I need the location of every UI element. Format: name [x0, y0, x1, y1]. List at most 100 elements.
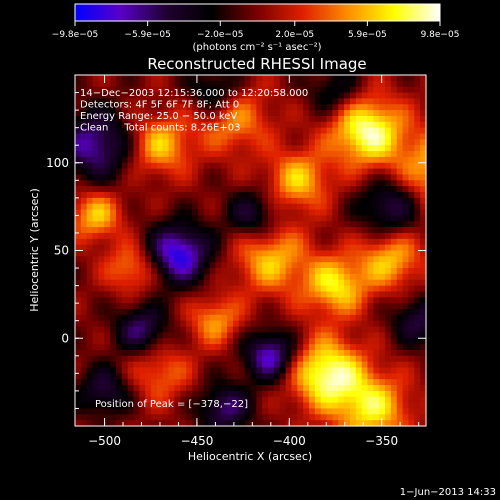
- heatmap-cell: [338, 209, 345, 216]
- heatmap-cell: [373, 209, 380, 216]
- heatmap-cell: [338, 197, 345, 205]
- heatmap-cell: [297, 326, 304, 333]
- heatmap-cell: [291, 361, 298, 369]
- heatmap-cell: [162, 420, 170, 427]
- heatmap-cell: [303, 414, 310, 421]
- x-axis-label: Heliocentric X (arcsec): [188, 450, 312, 463]
- heatmap-cell: [338, 75, 345, 82]
- heatmap-cell: [209, 110, 216, 117]
- heatmap-cell: [355, 355, 363, 363]
- heatmap-cell: [373, 420, 380, 427]
- heatmap-cell: [98, 326, 105, 333]
- heatmap-cell: [174, 297, 181, 304]
- heatmap-cell: [180, 104, 187, 111]
- heatmap-cell: [385, 361, 392, 369]
- heatmap-cell: [186, 215, 193, 222]
- heatmap-cell: [285, 110, 293, 117]
- heatmap-cell: [227, 367, 234, 374]
- heatmap-cell: [414, 203, 421, 211]
- heatmap-cell: [268, 162, 275, 170]
- heatmap-cell: [262, 285, 269, 293]
- heatmap-cell: [110, 268, 117, 275]
- heatmap-cell: [162, 192, 170, 199]
- heatmap-cell: [244, 156, 252, 164]
- heatmap-cell: [186, 174, 193, 181]
- heatmap-cell: [420, 355, 427, 363]
- heatmap-cell: [314, 338, 322, 345]
- heatmap-cell: [180, 139, 187, 146]
- heatmap-cell: [268, 303, 275, 310]
- heatmap-cell: [232, 227, 240, 234]
- heatmap-cell: [402, 355, 410, 363]
- heatmap-cell: [145, 250, 152, 257]
- heatmap-cell: [197, 80, 205, 88]
- heatmap-cell: [385, 414, 392, 421]
- heatmap-cell: [75, 344, 82, 351]
- heatmap-cell: [232, 332, 240, 339]
- heatmap-cell: [250, 80, 257, 88]
- heatmap-cell: [203, 367, 211, 374]
- heatmap-cell: [80, 110, 88, 117]
- heatmap-cell: [244, 92, 252, 99]
- heatmap-cell: [355, 250, 363, 257]
- heatmap-cell: [145, 303, 152, 310]
- heatmap-cell: [390, 314, 398, 322]
- heatmap-cell: [303, 402, 310, 410]
- heatmap-cell: [75, 361, 82, 369]
- heatmap-cell: [367, 133, 374, 140]
- heatmap-cell: [297, 420, 304, 427]
- heatmap-cell: [215, 338, 222, 345]
- heatmap-cell: [326, 291, 333, 298]
- heatmap-cell: [192, 349, 199, 357]
- heatmap-cell: [80, 203, 88, 211]
- heatmap-cell: [414, 361, 421, 369]
- heatmap-cell: [349, 355, 357, 363]
- heatmap-cell: [256, 92, 263, 99]
- heatmap-cell: [244, 367, 252, 374]
- heatmap-cell: [414, 402, 421, 410]
- heatmap-cell: [273, 291, 281, 298]
- heatmap-cell: [250, 338, 257, 345]
- heatmap-cell: [420, 162, 427, 170]
- heatmap-cell: [104, 145, 111, 152]
- heatmap-cell: [110, 332, 117, 339]
- heatmap-cell: [326, 285, 333, 293]
- heatmap-cell: [215, 420, 222, 427]
- heatmap-cell: [367, 402, 374, 410]
- heatmap-cell: [115, 344, 123, 351]
- heatmap-cell: [320, 408, 328, 415]
- heatmap-cell: [227, 139, 234, 146]
- heatmap-cell: [127, 297, 135, 304]
- heatmap-cell: [110, 244, 117, 252]
- heatmap-cell: [390, 215, 398, 222]
- heatmap-cell: [203, 127, 211, 135]
- heatmap-cell: [145, 75, 152, 82]
- heatmap-cell: [262, 227, 269, 234]
- heatmap-cell: [121, 379, 129, 386]
- heatmap-cell: [297, 186, 304, 193]
- heatmap-cell: [192, 80, 199, 88]
- heatmap-cell: [396, 344, 404, 351]
- heatmap-cell: [309, 349, 316, 357]
- heatmap-cell: [420, 326, 427, 333]
- heatmap-cell: [86, 285, 94, 293]
- heatmap-cell: [402, 285, 410, 293]
- heatmap-cell: [256, 420, 263, 427]
- heatmap-cell: [314, 273, 322, 281]
- heatmap-cell: [355, 379, 363, 386]
- heatmap-cell: [110, 98, 117, 105]
- heatmap-cell: [297, 197, 304, 205]
- heatmap-cell: [250, 256, 257, 263]
- heatmap-cell: [396, 221, 404, 228]
- heatmap-cell: [320, 110, 328, 117]
- heatmap-cell: [203, 133, 211, 140]
- heatmap-cell: [332, 227, 339, 234]
- heatmap-cell: [203, 396, 211, 404]
- heatmap-cell: [227, 209, 234, 216]
- heatmap-cell: [104, 320, 111, 328]
- heatmap-cell: [291, 408, 298, 415]
- heatmap-cell: [373, 98, 380, 105]
- heatmap-cell: [349, 203, 357, 211]
- heatmap-cell: [390, 250, 398, 257]
- heatmap-cell: [139, 303, 146, 310]
